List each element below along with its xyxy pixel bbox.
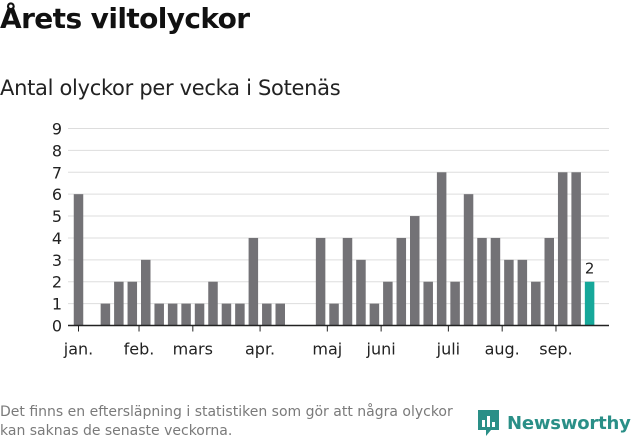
x-tick-label: aug. bbox=[485, 340, 520, 359]
footnote: Det finns en eftersläpning i statistiken… bbox=[0, 404, 453, 439]
bar bbox=[262, 303, 272, 326]
bar bbox=[235, 303, 245, 326]
y-tick-label: 3 bbox=[52, 251, 62, 270]
bar bbox=[154, 303, 164, 326]
bar bbox=[114, 281, 124, 326]
y-tick-label: 4 bbox=[52, 229, 62, 248]
bar bbox=[248, 237, 259, 326]
newsworthy-logo-icon bbox=[478, 410, 499, 436]
bar bbox=[369, 303, 380, 326]
bar bbox=[167, 303, 178, 326]
brand-logo: Newsworthy bbox=[476, 408, 631, 438]
bar bbox=[208, 281, 218, 326]
bar bbox=[315, 237, 326, 326]
bar bbox=[356, 259, 366, 326]
bar bbox=[127, 281, 138, 326]
bar bbox=[73, 194, 84, 326]
bar bbox=[329, 303, 339, 326]
bar bbox=[477, 237, 487, 326]
bar bbox=[531, 281, 541, 326]
bar bbox=[544, 237, 554, 326]
bar-chart: 0 1 2 3 4 5 6 7 8 9 2 jan. feb. mars apr. maj juni juli au… bbox=[52, 120, 609, 359]
bar bbox=[181, 303, 191, 326]
bar bbox=[100, 303, 111, 326]
brand-name: Newsworthy bbox=[507, 412, 631, 434]
bar bbox=[275, 303, 285, 326]
bar bbox=[490, 237, 501, 326]
data-label: 2 bbox=[585, 260, 595, 278]
x-tick-label: juli bbox=[436, 340, 460, 359]
bar bbox=[194, 303, 205, 326]
x-tick-label: sep. bbox=[539, 340, 572, 359]
x-tick-label: apr. bbox=[245, 340, 275, 359]
y-tick-label: 6 bbox=[52, 185, 62, 204]
bar bbox=[517, 259, 528, 326]
y-tick-label: 1 bbox=[52, 295, 62, 314]
bar bbox=[410, 216, 420, 326]
x-tick-label: feb. bbox=[124, 340, 155, 359]
y-tick-label: 0 bbox=[52, 317, 62, 336]
x-tick-label: jan. bbox=[63, 340, 93, 359]
bar bbox=[342, 237, 353, 326]
bar bbox=[450, 281, 460, 326]
x-tick-label: juni bbox=[366, 340, 396, 359]
y-tick-label: 9 bbox=[52, 120, 62, 139]
bar bbox=[557, 172, 568, 326]
bar bbox=[463, 194, 474, 326]
bar bbox=[436, 172, 447, 326]
chart-subtitle: Antal olyckor per vecka i Sotenäs bbox=[0, 76, 341, 100]
chart-title: Årets viltolyckor bbox=[0, 2, 250, 35]
bar bbox=[383, 281, 393, 326]
y-tick-label: 7 bbox=[52, 163, 62, 182]
bar bbox=[141, 259, 151, 326]
bar bbox=[504, 259, 514, 326]
bar bbox=[221, 303, 232, 326]
bar bbox=[571, 172, 581, 326]
bar-latest bbox=[584, 281, 595, 326]
y-tick-label: 2 bbox=[52, 273, 62, 292]
bar bbox=[396, 237, 407, 326]
y-tick-label: 8 bbox=[52, 141, 62, 160]
x-tick-label: maj bbox=[312, 340, 342, 359]
x-tick-label: mars bbox=[173, 340, 213, 359]
bar bbox=[423, 281, 433, 326]
y-tick-label: 5 bbox=[52, 207, 62, 226]
